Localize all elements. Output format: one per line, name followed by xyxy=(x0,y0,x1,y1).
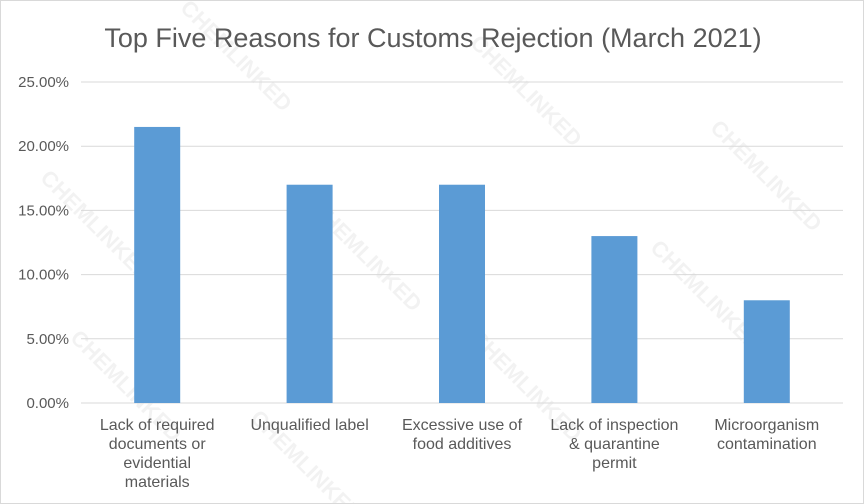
x-tick-label: Microorganism contamination xyxy=(714,417,819,453)
chart-title: Top Five Reasons for Customs Rejection (… xyxy=(104,23,761,53)
bar xyxy=(286,184,333,403)
y-tick-label: 20.00% xyxy=(18,138,69,155)
x-axis-labels: Lack of required documents or evidential ma… xyxy=(100,417,819,491)
bar xyxy=(439,184,485,403)
x-tick-label: Lack of required documents or evidential ma… xyxy=(100,417,215,491)
y-tick-label: 5.00% xyxy=(26,331,69,348)
bar xyxy=(134,126,181,403)
y-tick-label: 0.00% xyxy=(26,395,69,412)
watermark-text: CHEMLINKED xyxy=(176,1,297,116)
bars xyxy=(134,126,790,403)
x-tick-label: Lack of inspection & quarantine permit xyxy=(550,417,678,472)
x-tick-label: Excessive use of food additives xyxy=(402,417,523,453)
y-tick-label: 25.00% xyxy=(18,74,69,91)
y-tick-label: 15.00% xyxy=(18,202,69,219)
y-axis-ticks: 0.00% 5.00% 10.00% 15.00% 20.00% 25.00% xyxy=(18,74,69,412)
y-tick-label: 10.00% xyxy=(18,267,69,284)
bar xyxy=(743,300,790,403)
bar xyxy=(591,236,638,403)
x-tick-label: Unqualified label xyxy=(250,417,368,434)
watermark-text: CHEMLINKED xyxy=(706,115,827,236)
